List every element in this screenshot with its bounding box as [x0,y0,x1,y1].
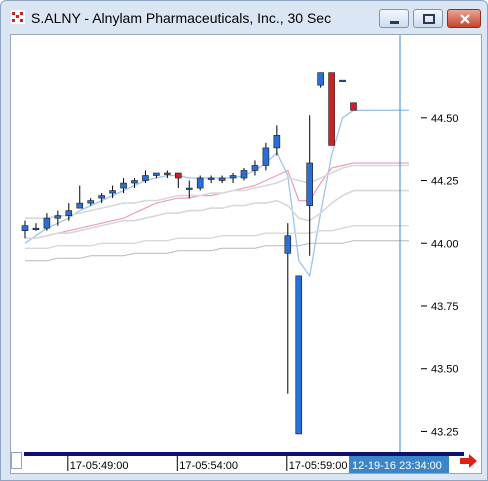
candle-body [218,177,226,181]
candle [76,185,84,209]
maximize-button[interactable] [413,9,443,28]
candle-body [131,180,138,184]
candle [164,170,171,179]
candle-body [65,210,73,216]
candle-body [196,177,204,189]
candle-body [120,182,127,189]
title-bar[interactable]: S.ALNY - Alnylam Pharmaceuticals, Inc., … [1,1,487,33]
candle [87,198,94,206]
close-button[interactable] [447,9,481,28]
candle [175,172,182,189]
candle-body [328,72,335,146]
cursor-time-label: 12-19-16 23:34:00 [352,460,442,472]
candle [218,175,226,184]
candle [65,203,73,221]
price-tick-label: 43.25 [431,426,459,438]
candle [350,102,357,111]
maximize-icon [423,14,435,24]
price-tick-label: 44.25 [431,176,459,188]
candle-body [284,235,292,254]
time-tick-label: 17-05:49:00 [70,460,129,472]
candle-body [350,102,357,111]
candle [153,172,160,179]
scroll-handle[interactable] [11,452,22,469]
candle-body [229,175,237,179]
moving-averages [24,109,409,278]
cursor-time-box [349,456,449,473]
candle-body [32,227,40,230]
candlestick-chart[interactable]: 44.50 44.25 44.00 43.75 43.50 43.25 17-05:49:… [11,35,481,473]
candle [306,115,314,256]
candle [262,142,270,171]
moving-average-line [25,189,409,239]
candle [120,178,127,194]
moving-average-line [25,162,409,239]
candle-body [109,190,116,194]
candle-body [339,79,346,82]
candle-body [295,275,303,435]
window-title: S.ALNY - Alnylam Pharmaceuticals, Inc., … [31,10,332,26]
candle-body [142,175,149,181]
candle [98,193,105,204]
candle-body [153,172,160,176]
minimize-button[interactable] [379,9,409,28]
candle-body [240,170,248,179]
price-tick-label: 44.00 [431,238,459,250]
candle [273,125,281,156]
candle [43,213,51,231]
candle-body [76,202,84,209]
candle-body [54,215,62,219]
candle-body [87,200,94,204]
candle [21,220,29,239]
time-tick-label: 17-05:54:00 [179,460,238,472]
candle [185,180,193,199]
candle [207,175,215,184]
candle [339,79,346,82]
moving-average-line [24,109,409,278]
candle-body [175,172,182,179]
candle-body [306,162,314,206]
candle [251,160,259,176]
candle [142,170,149,184]
candle-body [185,187,193,190]
candle-body [164,172,171,175]
chart-area[interactable]: 44.50 44.25 44.00 43.75 43.50 43.25 17-05:49:… [10,34,482,474]
candle-body [251,165,259,171]
time-axis: 17-05:49:00 17-05:54:00 17-05:59:00 [67,456,348,472]
candle [317,72,324,88]
candle-body [98,195,105,199]
price-axis: 44.50 44.25 44.00 43.75 43.50 43.25 [421,113,459,438]
price-tick-label: 43.50 [431,364,459,376]
moving-average-line [25,240,409,262]
close-icon [460,14,470,24]
candle [109,185,116,199]
candle-body [43,217,51,229]
candle [196,175,204,191]
candle [284,223,292,394]
candle [328,72,335,146]
candle [54,210,62,226]
candle-body [273,135,281,149]
app-chart-icon [11,10,25,24]
time-tick-label: 17-05:59:00 [289,460,348,472]
candle-body [207,177,215,180]
candle-body [262,147,270,166]
time-scrollbar[interactable] [24,452,464,456]
minimize-icon [390,21,399,24]
moving-average-line [25,224,409,250]
price-tick-label: 43.75 [431,301,459,313]
candle [240,167,248,181]
candles [21,72,357,435]
candle [229,173,237,184]
scroll-right-arrow-icon[interactable] [459,453,479,469]
candle [131,178,138,189]
candle [32,223,40,231]
candle-body [21,225,29,232]
price-tick-label: 44.50 [431,113,459,125]
candle [295,275,303,435]
candle-body [317,72,324,86]
